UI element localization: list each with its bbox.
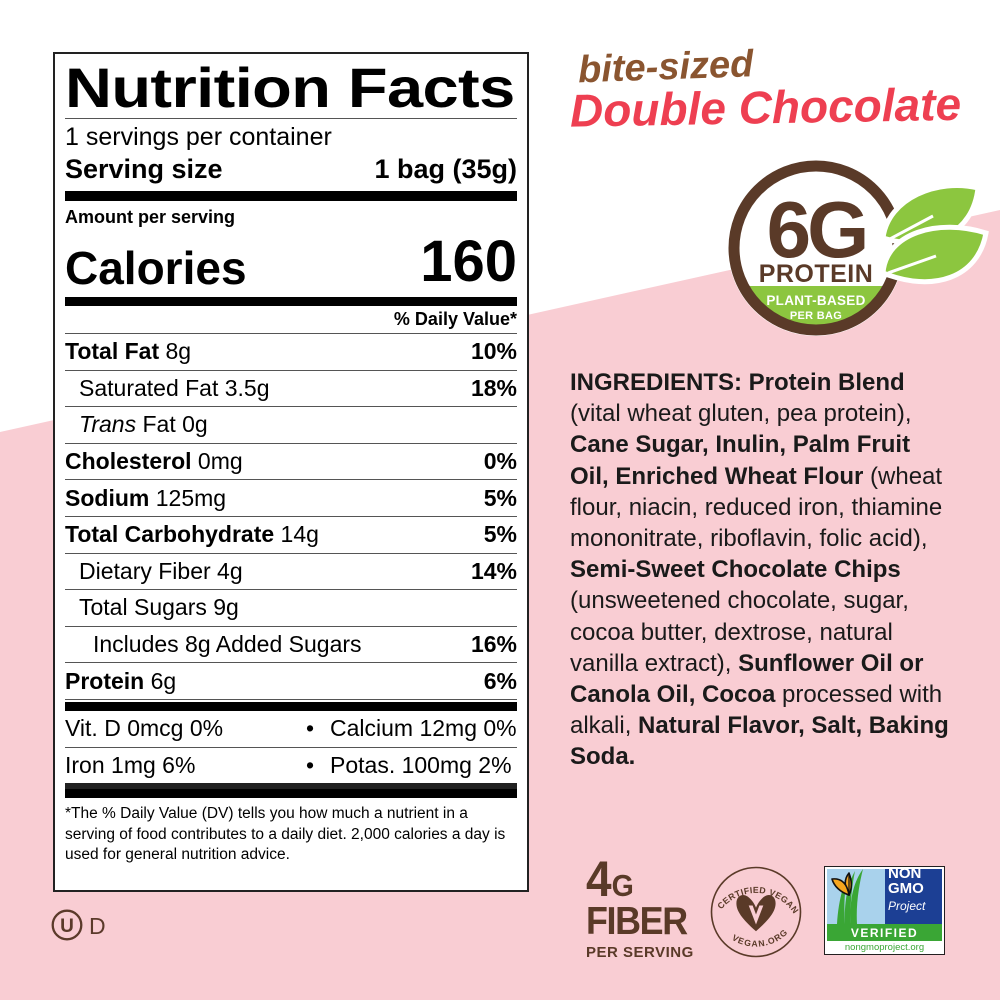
svg-text:PROTEIN: PROTEIN	[759, 260, 874, 288]
svg-text:VEGAN.ORG: VEGAN.ORG	[730, 927, 790, 949]
svg-text:U: U	[60, 916, 74, 937]
svg-text:PLANT-BASED: PLANT-BASED	[766, 293, 865, 308]
svg-text:CERTIFIED VEGAN: CERTIFIED VEGAN	[715, 885, 800, 916]
svg-text:PER BAG: PER BAG	[790, 310, 842, 322]
